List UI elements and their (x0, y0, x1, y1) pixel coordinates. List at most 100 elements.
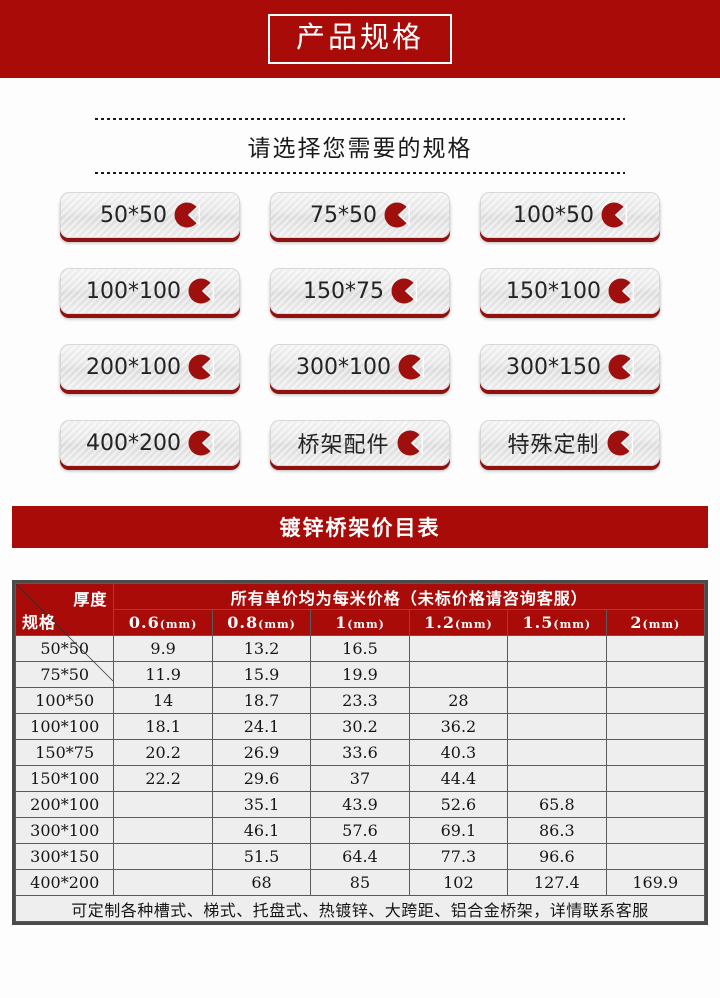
price-cell: 86.3 (507, 817, 607, 844)
table-row: 50*50 9.9 13.2 16.5 (14, 635, 706, 662)
table-row: 150*75 20.2 26.9 33.6 40.3 (14, 739, 706, 766)
price-cell: 102 (408, 869, 509, 896)
column-thickness-value: 0.8 (227, 613, 259, 632)
price-cell (605, 713, 706, 740)
subtitle-section: 请选择您需要的规格 (95, 78, 625, 174)
price-cell (507, 739, 607, 766)
column-thickness-unit: (mm) (347, 618, 385, 631)
column-thickness-value: 2 (630, 613, 643, 632)
price-cell: 44.4 (408, 765, 509, 792)
spec-button-150x75[interactable]: 150*75 (270, 268, 450, 314)
column-thickness-value: 0.6 (128, 613, 160, 632)
price-cell: 30.2 (310, 713, 410, 740)
spec-button-accessories[interactable]: 桥架配件 (270, 420, 450, 466)
spec-button-label: 300*150 (506, 354, 601, 380)
table-footnote-row: 可定制各种槽式、梯式、托盘式、热镀锌、大跨距、铝合金桥架，详情联系客服 (15, 895, 705, 922)
price-cell: 33.6 (310, 739, 410, 766)
row-spec-label: 300*150 (14, 843, 115, 870)
column-thickness-unit: (mm) (159, 618, 198, 631)
price-cell: 20.2 (113, 739, 213, 766)
price-cell: 46.1 (211, 817, 312, 844)
price-cell (605, 843, 706, 870)
price-cell: 19.9 (310, 661, 410, 688)
price-cell: 57.6 (310, 817, 410, 844)
price-table-section-header: 镀锌桥架价目表 (12, 506, 708, 548)
table-row: 75*50 11.9 15.9 19.9 (14, 661, 706, 688)
spec-button-100x50[interactable]: 100*50 (480, 192, 660, 238)
spec-button-400x200[interactable]: 400*200 (60, 420, 240, 466)
price-cell: 69.1 (408, 817, 509, 844)
table-column-header-1.5: 1.5(mm) (507, 609, 607, 636)
row-spec-label: 100*50 (14, 687, 115, 714)
price-cell (113, 791, 213, 818)
table-row: 400*200 68 85 102 127.4 169.9 (14, 869, 706, 896)
spec-button-300x150[interactable]: 300*150 (480, 344, 660, 390)
price-table-head: 厚度 规格 所有单价均为每米价格（未标价格请咨询客服） 0.6(mm) 0.8(m… (14, 583, 706, 636)
table-column-header-0.6: 0.6(mm) (113, 609, 213, 636)
price-cell (507, 687, 607, 714)
price-cell: 13.2 (211, 635, 312, 662)
price-cell: 52.6 (408, 791, 509, 818)
subtitle-text: 请选择您需要的规格 (247, 136, 473, 162)
arrow-left-circle-icon (398, 354, 424, 380)
price-cell: 96.6 (507, 843, 607, 870)
spec-button-label: 400*200 (86, 430, 181, 456)
price-cell (507, 713, 607, 740)
spec-button-label: 150*100 (506, 278, 601, 304)
price-cell: 9.9 (113, 635, 213, 662)
spec-button-label: 200*100 (86, 354, 181, 380)
column-thickness-unit: (mm) (258, 618, 296, 631)
corner-thickness-label: 厚度 (73, 590, 108, 609)
table-footnote-text: 可定制各种槽式、梯式、托盘式、热镀锌、大跨距、铝合金桥架，详情联系客服 (15, 895, 705, 922)
price-cell: 26.9 (211, 739, 312, 766)
spec-button-100x100[interactable]: 100*100 (60, 268, 240, 314)
spec-button-label: 150*75 (303, 278, 384, 304)
spec-button-custom[interactable]: 特殊定制 (480, 420, 660, 466)
arrow-left-circle-icon (174, 202, 200, 228)
price-cell (408, 661, 509, 688)
price-cell (113, 817, 213, 844)
price-cell (605, 791, 706, 818)
price-cell (507, 635, 607, 662)
price-cell: 14 (113, 687, 213, 714)
price-cell (605, 661, 706, 688)
spec-button-label: 300*100 (296, 354, 391, 380)
column-thickness-unit: (mm) (454, 618, 493, 631)
column-thickness-value: 1.2 (424, 613, 455, 632)
price-cell (507, 661, 607, 688)
column-thickness-value: 1.5 (522, 613, 554, 632)
table-column-header-1.2: 1.2(mm) (408, 609, 509, 636)
price-cell: 85 (310, 869, 410, 896)
page-banner: 产品规格 (0, 0, 720, 78)
price-cell: 35.1 (211, 791, 312, 818)
spec-button-label: 桥架配件 (297, 433, 390, 458)
price-table-foot: 可定制各种槽式、梯式、托盘式、热镀锌、大跨距、铝合金桥架，详情联系客服 (15, 895, 705, 922)
corner-spec-label: 规格 (22, 613, 57, 632)
spec-button-200x100[interactable]: 200*100 (60, 344, 240, 390)
table-column-header-2: 2(mm) (605, 609, 706, 636)
spec-button-75x50[interactable]: 75*50 (270, 192, 450, 238)
spec-button-150x100[interactable]: 150*100 (480, 268, 660, 314)
row-spec-label: 150*75 (14, 739, 115, 766)
table-header-row-group: 厚度 规格 所有单价均为每米价格（未标价格请咨询客服） (14, 583, 705, 610)
price-cell (605, 739, 706, 766)
table-row: 200*100 35.1 43.9 52.6 65.8 (14, 791, 706, 818)
column-thickness-unit: (mm) (553, 618, 592, 631)
table-group-header: 所有单价均为每米价格（未标价格请咨询客服） (113, 583, 705, 610)
spec-button-grid: 50*50 75*50 100*50 100*100 150*75 150*100 200*… (60, 192, 660, 470)
table-row: 100*50 14 18.7 23.3 28 (14, 687, 706, 714)
price-cell: 11.9 (113, 661, 213, 688)
spec-button-50x50[interactable]: 50*50 (60, 192, 240, 238)
price-table: 厚度 规格 所有单价均为每米价格（未标价格请咨询客服） 0.6(mm) 0.8(m… (14, 583, 706, 922)
spec-button-label: 100*100 (86, 278, 181, 304)
row-spec-label: 150*100 (14, 765, 115, 792)
arrow-left-circle-icon (601, 202, 627, 228)
price-cell (605, 687, 706, 714)
column-thickness-unit: (mm) (642, 618, 681, 631)
price-table-container: 厚度 规格 所有单价均为每米价格（未标价格请咨询客服） 0.6(mm) 0.8(m… (12, 580, 708, 925)
table-corner-cell: 厚度 规格 (14, 583, 115, 636)
price-cell (408, 635, 509, 662)
spec-button-label: 特殊定制 (507, 433, 600, 458)
spec-button-300x100[interactable]: 300*100 (270, 344, 450, 390)
price-cell: 43.9 (310, 791, 410, 818)
